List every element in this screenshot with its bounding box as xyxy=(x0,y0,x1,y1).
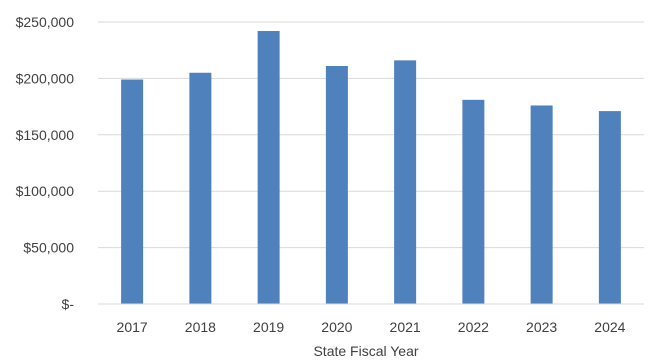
x-axis-tick-labels: 2017 2018 2019 2020 2021 2022 2023 2024 xyxy=(117,319,626,335)
bars xyxy=(121,31,621,305)
bar-2018 xyxy=(189,72,212,304)
y-axis-tick-labels: $- $50,000 $100,000 $150,000 $200,000 $250,00… xyxy=(16,14,75,312)
bar-2024 xyxy=(598,111,621,304)
x-tick-label: 2019 xyxy=(253,319,284,335)
x-tick-label: 2022 xyxy=(458,319,489,335)
x-tick-label: 2018 xyxy=(185,319,216,335)
bar-2019 xyxy=(257,31,280,305)
x-tick-label: 2020 xyxy=(321,319,352,335)
y-tick-label: $- xyxy=(62,296,75,312)
y-tick-label: $150,000 xyxy=(16,127,75,143)
x-tick-label: 2021 xyxy=(390,319,421,335)
y-tick-label: $250,000 xyxy=(16,14,75,30)
gridlines xyxy=(98,21,644,249)
bar-2017 xyxy=(121,79,144,304)
bar-2022 xyxy=(462,99,485,304)
x-tick-label: 2017 xyxy=(117,319,148,335)
bar-2020 xyxy=(325,65,348,304)
y-tick-label: $50,000 xyxy=(23,240,74,256)
x-tick-label: 2024 xyxy=(594,319,625,335)
y-tick-label: $100,000 xyxy=(16,183,75,199)
x-axis-title: State Fiscal Year xyxy=(313,343,418,359)
bar-2023 xyxy=(530,105,553,304)
x-tick-label: 2023 xyxy=(526,319,557,335)
y-tick-label: $200,000 xyxy=(16,70,75,86)
bar-2021 xyxy=(394,60,417,304)
